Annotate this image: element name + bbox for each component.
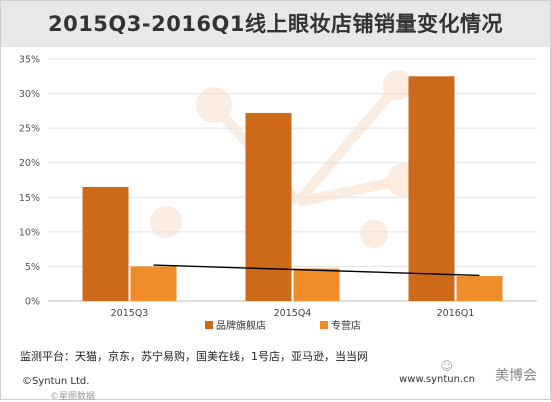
decor-line: [294, 81, 402, 206]
background-decoration: [150, 70, 421, 248]
bar-2015Q4-s2: [293, 268, 340, 301]
copyright-text: ©Syntun Ltd.: [22, 376, 90, 387]
y-tick-label: 15%: [19, 193, 40, 204]
legend: 品牌旗舰店 专营店: [205, 319, 361, 332]
legend-swatch-2: [320, 321, 328, 329]
y-axis: 0% 5% 10% 15% 20% 25% 30% 35%: [19, 55, 40, 308]
decor-circle: [360, 220, 388, 248]
x-tick-label: 2015Q4: [274, 308, 312, 319]
bar-2015Q3-s1: [82, 186, 129, 301]
y-tick-label: 10%: [19, 227, 40, 238]
x-axis: 2015Q3 2015Q4 2016Q1: [111, 308, 475, 319]
watermark-text: 美博会: [495, 368, 537, 384]
trend-line: [153, 264, 480, 277]
y-tick-label: 30%: [19, 89, 40, 100]
platform-note: 监测平台：天猫，京东，苏宁易购，国美在线，1号店，亚马逊，当当网: [20, 350, 368, 363]
chart-title: 2015Q3-2016Q1线上眼妆店铺销量变化情况: [47, 12, 504, 36]
decor-circle: [150, 206, 182, 238]
copyright-cn-text: ©星图数据: [50, 392, 96, 402]
x-tick-label: 2015Q3: [111, 308, 149, 319]
bars: [82, 76, 503, 302]
title-band: [1, 1, 550, 47]
legend-label-1: 品牌旗舰店: [216, 319, 266, 332]
bar-2016Q1-s1: [408, 76, 455, 302]
bar-2016Q1-s2: [456, 276, 503, 301]
bar-2015Q3-s2: [130, 266, 177, 301]
x-tick-label: 2016Q1: [437, 308, 475, 319]
y-tick-label: 5%: [25, 262, 40, 273]
grid-lines: [48, 58, 537, 302]
trend-line-group: [153, 264, 480, 277]
bar-2015Q4-s1: [245, 112, 292, 301]
legend-swatch-1: [205, 321, 213, 329]
y-tick-label: 35%: [19, 55, 40, 66]
decor-line: [296, 175, 406, 207]
y-tick-label: 25%: [19, 124, 40, 135]
legend-label-2: 专营店: [331, 319, 361, 332]
website-text: www.syntun.cn: [399, 374, 475, 385]
wechat-icon: ☺: [440, 359, 453, 373]
y-tick-label: 20%: [19, 158, 40, 169]
y-tick-label: 0%: [25, 297, 40, 308]
